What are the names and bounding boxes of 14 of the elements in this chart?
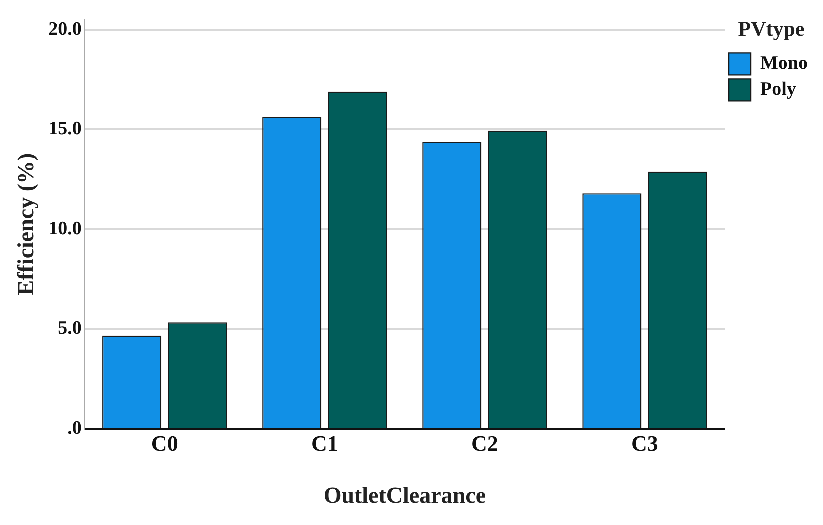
legend-label: Poly [760, 79, 797, 100]
x-axis-title: OutletClearance [324, 483, 486, 508]
legend-title: PVtype [738, 16, 805, 41]
legend-label: Mono [760, 53, 808, 74]
y-axis-title: Efficiency (%) [14, 153, 39, 296]
y-tick-label: 20.0 [48, 18, 82, 40]
y-tick-label: 10.0 [48, 218, 82, 240]
x-tick-label: C1 [311, 430, 338, 456]
y-tick-label: .0 [68, 418, 82, 439]
x-tick-label: C0 [151, 430, 178, 456]
x-tick-label: C3 [632, 430, 658, 456]
y-tick-label: 5.0 [58, 318, 82, 340]
x-tick-label: C2 [472, 430, 498, 456]
y-tick-label: 15.0 [48, 118, 82, 140]
